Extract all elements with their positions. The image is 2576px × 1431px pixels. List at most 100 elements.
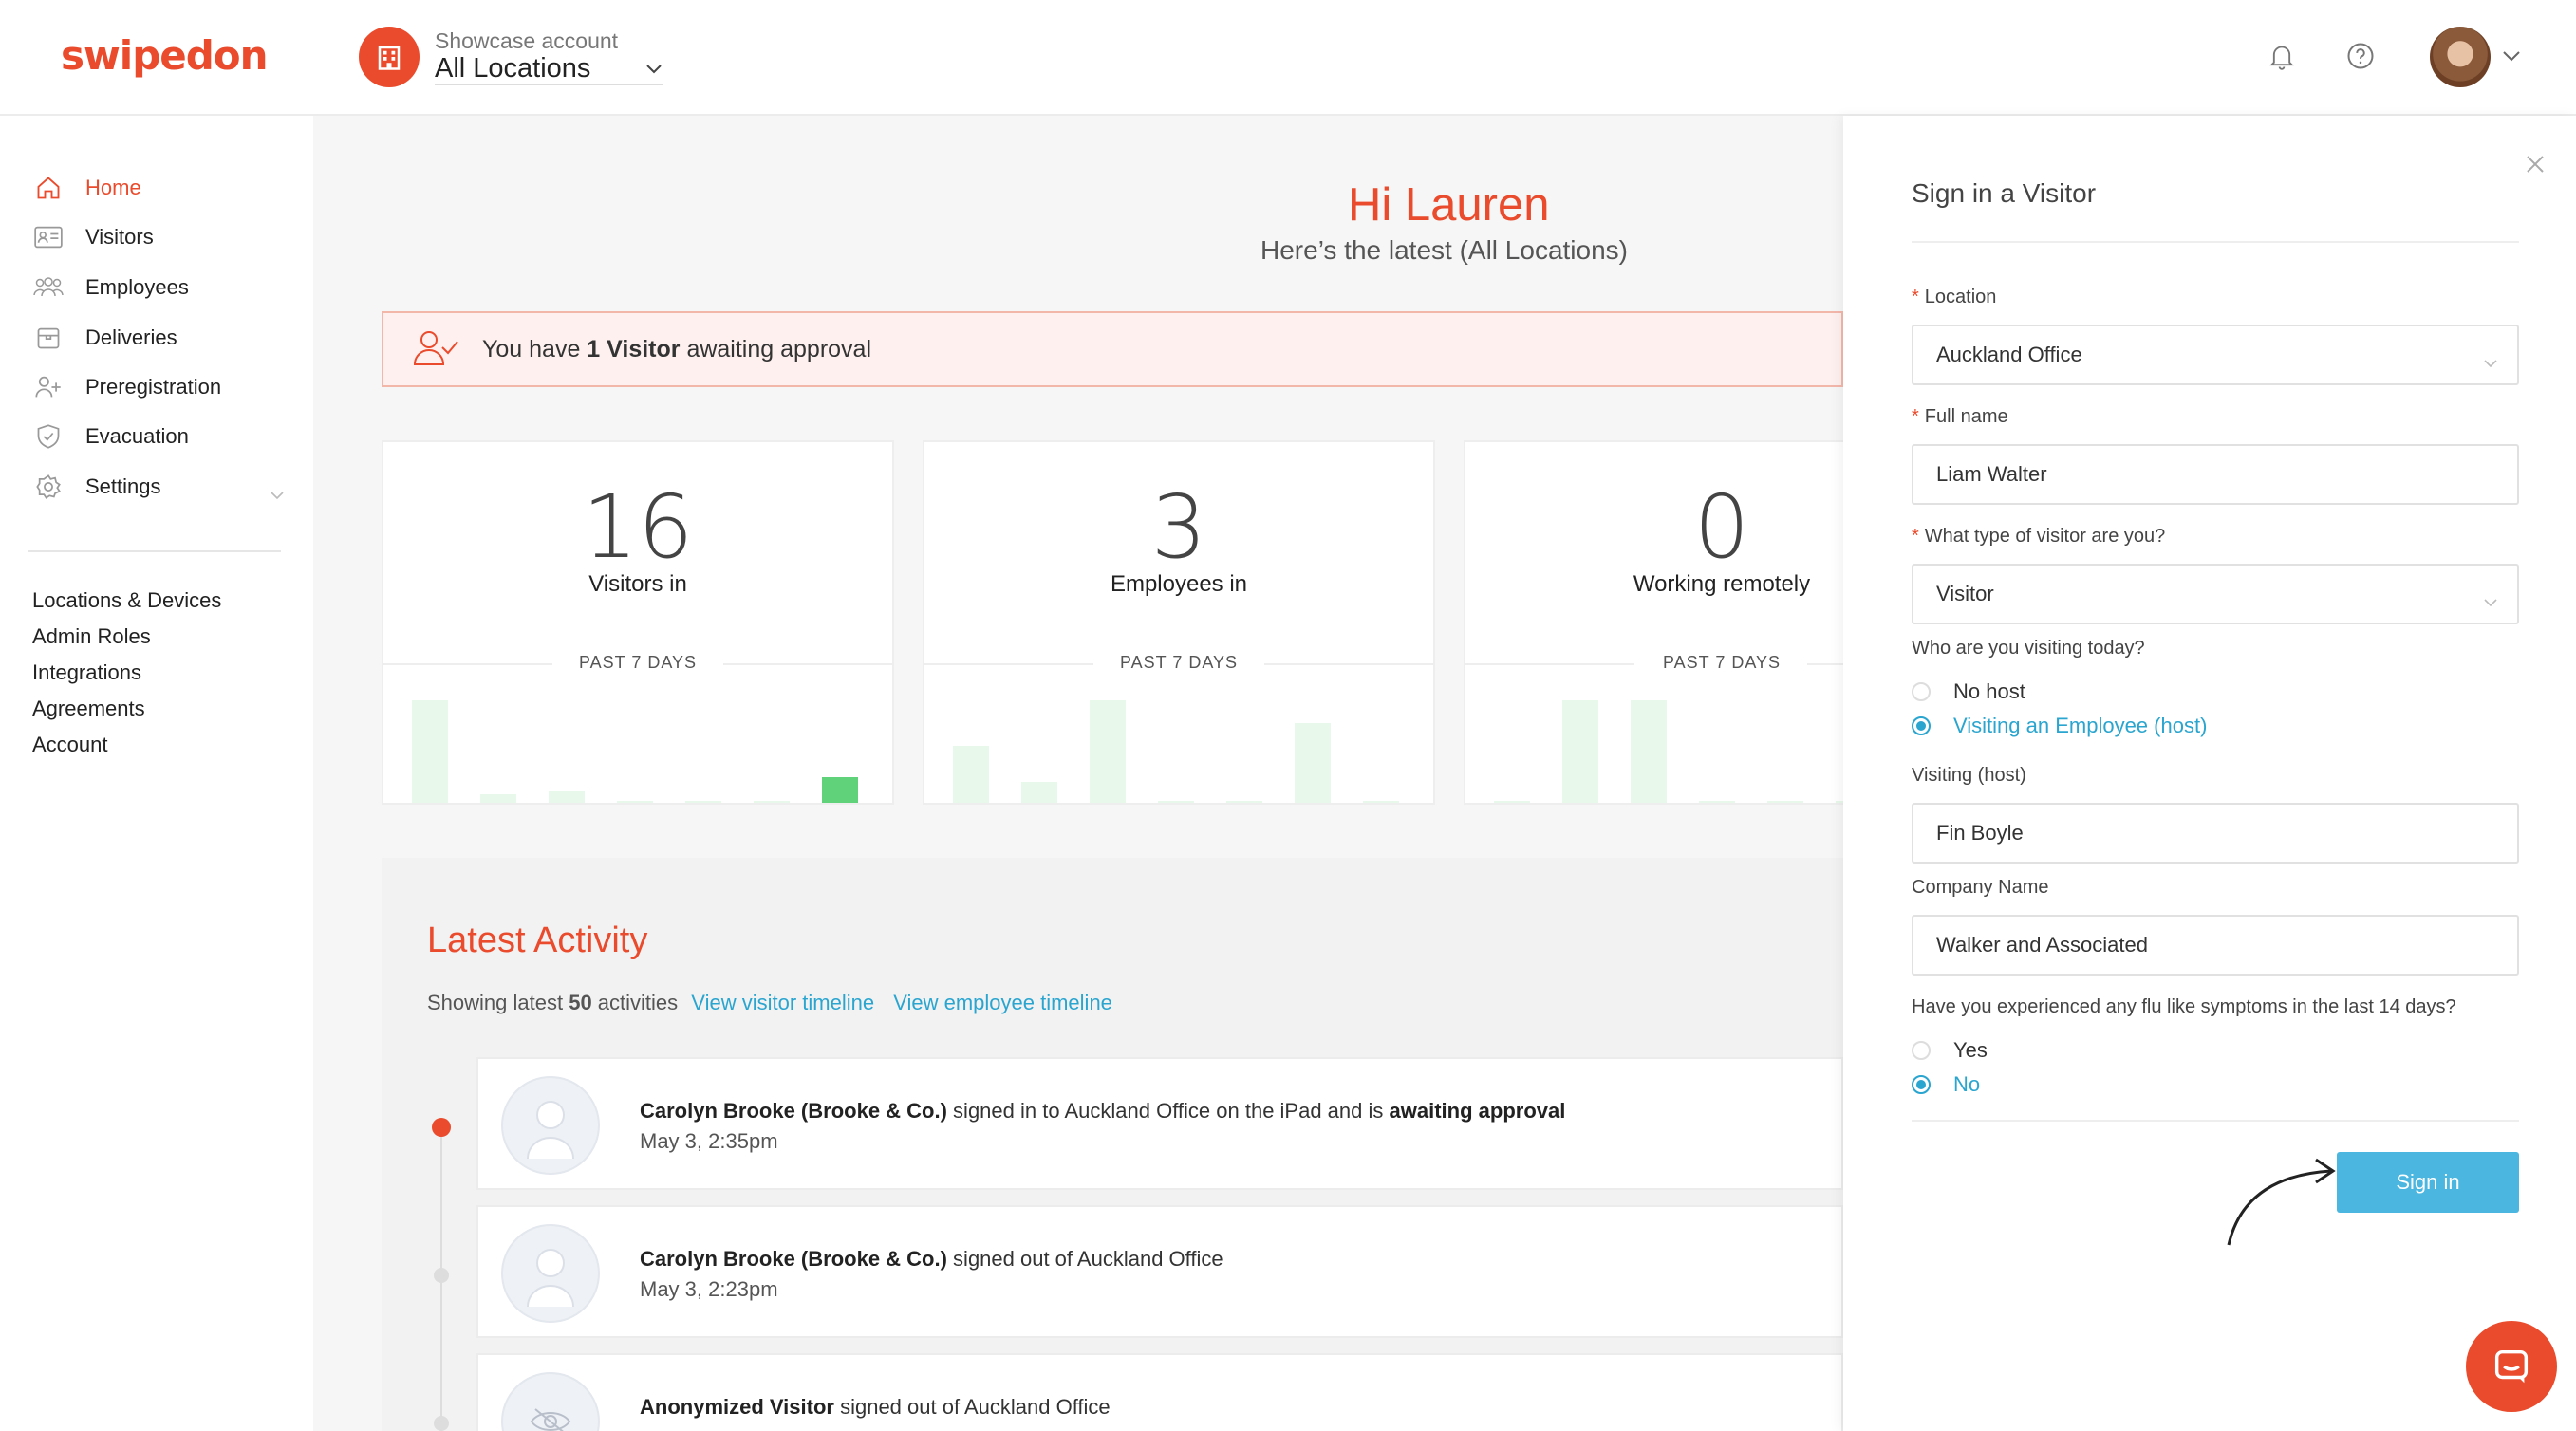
stat-label: Visitors in (588, 571, 687, 597)
chart-bar (1562, 700, 1598, 803)
visitor-type-label: * What type of visitor are you? (1912, 526, 2165, 548)
company-field[interactable]: Walker and Associated (1912, 915, 2519, 976)
help-icon[interactable] (2346, 42, 2375, 75)
location-selector[interactable]: All Locations (435, 53, 591, 84)
sidebar-item-label: Preregistration (85, 375, 222, 399)
box-icon (32, 322, 65, 354)
swipedon-logo[interactable]: swipedon (61, 32, 269, 79)
required-marker: * (1912, 287, 1919, 307)
id-card-icon (32, 221, 65, 253)
required-marker: * (1912, 406, 1919, 427)
timeline-dot (434, 1268, 449, 1283)
avatar-placeholder-icon (501, 1224, 600, 1323)
sidebar-item-label: Evacuation (85, 424, 189, 448)
avatar-placeholder-icon (501, 1076, 600, 1175)
chart-bar (1767, 801, 1803, 803)
sparkline-chart (412, 670, 868, 803)
location-select[interactable]: Auckland Office (1912, 325, 2519, 385)
close-icon[interactable] (2525, 154, 2546, 179)
radio-circle[interactable] (1912, 1041, 1931, 1060)
chart-bar (1363, 801, 1399, 803)
approval-banner[interactable]: You have 1 Visitor awaiting approval (382, 311, 1843, 387)
sparkline-chart (953, 670, 1409, 803)
radio-label: No (1953, 1072, 1981, 1096)
location-label: * Location (1912, 287, 1996, 308)
building-icon[interactable] (359, 27, 420, 87)
sidebar-link-integrations[interactable]: Integrations (32, 660, 141, 684)
sidebar-link-admin-roles[interactable]: Admin Roles (32, 624, 151, 648)
radio-visiting-employee[interactable]: Visiting an Employee (host) (1912, 714, 2207, 738)
stat-label: Working remotely (1633, 571, 1811, 597)
sidebar: Home Visitors Employees Deliveries Prere… (0, 116, 313, 1431)
visitor-type-select[interactable]: Visitor (1912, 564, 2519, 624)
sidebar-item-label: Settings (85, 474, 161, 498)
sign-in-button[interactable]: Sign in (2337, 1152, 2519, 1213)
chart-bar (1021, 782, 1057, 803)
host-field[interactable]: Fin Boyle (1912, 803, 2519, 864)
chart-bar (1226, 801, 1262, 803)
top-bar: swipedon Showcase account All Locations (0, 0, 2576, 116)
sidebar-item-settings[interactable]: Settings (32, 468, 285, 506)
sidebar-link-account[interactable]: Account (32, 733, 108, 756)
chevron-down-icon[interactable] (645, 63, 663, 80)
stat-period: PAST 7 DAYS (1119, 653, 1239, 672)
sidebar-item-label: Deliveries (85, 325, 177, 349)
chevron-down-icon (2483, 349, 2498, 374)
chevron-down-icon[interactable] (2502, 49, 2521, 66)
divider (1264, 663, 1433, 665)
greeting-title: Hi Lauren (1348, 179, 1550, 231)
radio-circle[interactable] (1912, 1075, 1931, 1094)
stat-value: 3 (1150, 476, 1207, 578)
chevron-down-icon[interactable] (270, 481, 285, 506)
approval-prefix: You have (482, 335, 588, 362)
activity-text: Carolyn Brooke (Brooke & Co.) signed out… (640, 1247, 1223, 1272)
sidebar-item-deliveries[interactable]: Deliveries (32, 319, 177, 357)
summary-count: 50 (569, 991, 592, 1014)
account-label: Showcase account (435, 28, 619, 53)
activity-action: signed out of Auckland Office (833, 1395, 1111, 1419)
list-item[interactable]: Carolyn Brooke (Brooke & Co.) signed out… (476, 1205, 1843, 1338)
activity-name: Carolyn Brooke (Brooke & Co.) (640, 1247, 947, 1271)
radio-flu-yes[interactable]: Yes (1912, 1038, 1988, 1063)
chart-bar (1494, 801, 1530, 803)
sidebar-item-visitors[interactable]: Visitors (32, 218, 154, 256)
stat-card-visitors[interactable]: 16 Visitors in PAST 7 DAYS (382, 440, 894, 805)
view-visitor-timeline-link[interactable]: View visitor timeline (691, 991, 875, 1014)
radio-no-host[interactable]: No host (1912, 679, 2025, 704)
activity-text: Anonymized Visitor signed out of Aucklan… (640, 1395, 1111, 1420)
gear-icon (32, 471, 65, 503)
stat-card-employees[interactable]: 3 Employees in PAST 7 DAYS (923, 440, 1435, 805)
sidebar-link-agreements[interactable]: Agreements (32, 697, 145, 720)
sidebar-item-employees[interactable]: Employees (32, 269, 189, 307)
radio-flu-no[interactable]: No (1912, 1072, 1980, 1097)
sidebar-item-evacuation[interactable]: Evacuation (32, 418, 189, 455)
summary-suffix: activities (591, 991, 679, 1014)
chart-bar (1090, 700, 1126, 803)
avatar[interactable] (2430, 27, 2491, 87)
shield-icon (32, 420, 65, 453)
list-item[interactable]: Carolyn Brooke (Brooke & Co.) signed in … (476, 1057, 1843, 1190)
sidebar-item-preregistration[interactable]: Preregistration (32, 368, 221, 406)
divider (723, 663, 892, 665)
latest-activity-section: Latest Activity Showing latest 50 activi… (382, 858, 1843, 1431)
activity-time: May 3, 2:35pm (640, 1129, 778, 1153)
summary-prefix: Showing latest (427, 991, 569, 1014)
add-user-icon (32, 371, 65, 403)
radio-circle[interactable] (1912, 682, 1931, 701)
view-employee-timeline-link[interactable]: View employee timeline (893, 991, 1112, 1014)
sidebar-link-locations-devices[interactable]: Locations & Devices (32, 588, 222, 612)
bell-icon[interactable] (2268, 42, 2295, 77)
stat-card-remote[interactable]: 0 Working remotely PAST 7 DAYS (1464, 440, 1843, 805)
activity-name: Anonymized Visitor (640, 1395, 834, 1419)
sidebar-item-home[interactable]: Home (32, 169, 141, 207)
radio-circle[interactable] (1912, 716, 1931, 735)
sidebar-divider (28, 550, 281, 552)
fullname-field[interactable]: Liam Walter (1912, 444, 2519, 505)
chart-bar (822, 777, 858, 803)
location-label-text: Location (1924, 287, 1997, 307)
radio-label: No host (1953, 679, 2025, 703)
list-item[interactable]: Anonymized Visitor signed out of Aucklan… (476, 1353, 1843, 1431)
chat-icon[interactable] (2466, 1321, 2557, 1412)
company-label: Company Name (1912, 877, 2049, 898)
activity-action: signed in to Auckland Office on the iPad… (946, 1099, 1390, 1123)
